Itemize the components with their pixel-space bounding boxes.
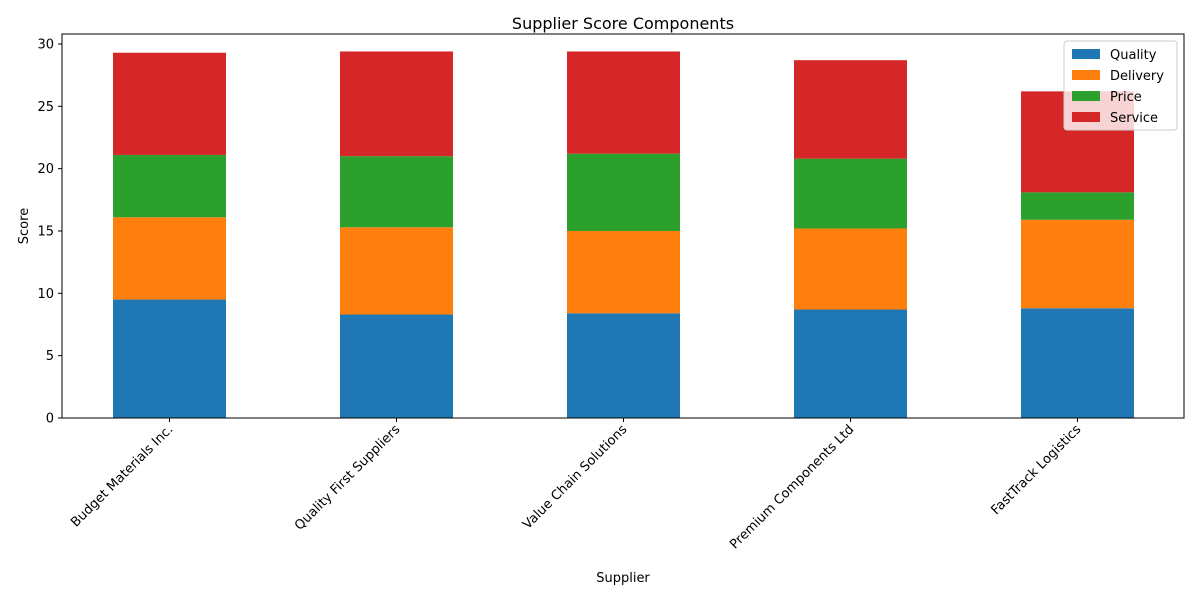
y-tick-label: 0 — [46, 412, 54, 427]
bars-layer — [113, 51, 1134, 418]
bar-service-1 — [113, 52, 226, 155]
legend-label-service: Service — [1110, 111, 1158, 126]
y-tick-label: 20 — [37, 162, 54, 177]
bar-service-3 — [567, 51, 680, 154]
legend-frame — [1063, 40, 1178, 131]
legend-swatch-price — [1072, 91, 1100, 101]
y-tick-label: 25 — [37, 100, 54, 115]
bar-delivery-3 — [567, 230, 680, 314]
x-tick-label: Value Chain Solutions — [520, 422, 630, 532]
bar-delivery-1 — [113, 217, 226, 300]
bar-delivery-5 — [1021, 219, 1134, 309]
bar-price-2 — [340, 156, 453, 228]
y-axis-label: Score — [17, 208, 32, 244]
y-tick-label: 10 — [37, 287, 54, 302]
x-tick-label: Quality First Suppliers — [292, 422, 403, 533]
bar-service-4 — [794, 60, 907, 159]
legend-swatch-service — [1072, 112, 1100, 122]
legend-swatch-quality — [1072, 49, 1100, 59]
x-tick-label: Premium Components Ltd — [727, 422, 857, 552]
legend-label-delivery: Delivery — [1110, 69, 1164, 84]
chart-title: Supplier Score Components — [512, 14, 734, 33]
bar-delivery-2 — [340, 227, 453, 315]
legend-label-price: Price — [1110, 90, 1142, 105]
x-axis: Budget Materials Inc. Quality First Suppl… — [68, 418, 1084, 552]
legend-label-quality: Quality — [1110, 48, 1157, 63]
legend-swatch-delivery — [1072, 70, 1100, 80]
bar-quality-2 — [340, 314, 453, 418]
x-axis-label: Supplier — [596, 571, 650, 586]
bar-quality-5 — [1021, 308, 1134, 418]
x-tick-label: FastTrack Logistics — [989, 422, 1085, 518]
bar-price-1 — [113, 154, 226, 218]
bar-quality-3 — [567, 313, 680, 418]
plot-frame — [61, 33, 1185, 419]
y-tick-label: 5 — [46, 349, 54, 364]
y-tick-label: 30 — [37, 37, 54, 52]
bar-price-3 — [567, 153, 680, 231]
bar-delivery-4 — [794, 228, 907, 310]
bar-price-5 — [1021, 192, 1134, 220]
legend: Quality Delivery Price Service — [1063, 40, 1178, 131]
bar-quality-1 — [113, 299, 226, 418]
y-axis: 0 5 10 15 20 25 30 — [37, 37, 62, 427]
x-tick-label: Budget Materials Inc. — [68, 422, 176, 530]
y-tick-label: 15 — [37, 224, 54, 239]
bar-service-2 — [340, 51, 453, 157]
bar-price-4 — [794, 158, 907, 229]
bar-quality-4 — [794, 309, 907, 418]
